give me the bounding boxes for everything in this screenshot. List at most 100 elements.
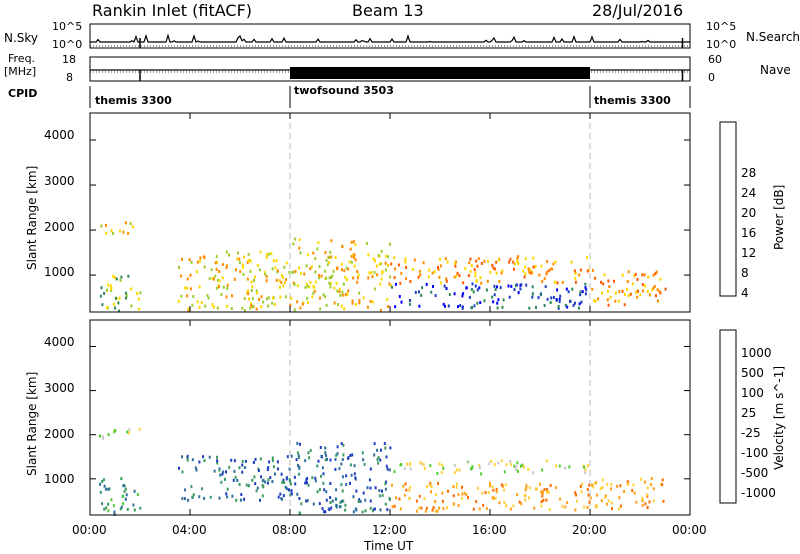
- power-data-cell: [325, 259, 328, 262]
- velocity-data-cell: [126, 430, 129, 434]
- power-data-cell: [204, 304, 207, 308]
- power-data-cell: [528, 270, 531, 274]
- power-data-cell: [292, 270, 295, 274]
- power-data-cell: [270, 251, 273, 255]
- velocity-data-cell: [362, 458, 365, 462]
- velocity-data-cell: [409, 486, 412, 489]
- velocity-data-cell: [198, 460, 201, 464]
- power-data-cell: [380, 277, 383, 281]
- power-data-cell: [525, 283, 528, 287]
- velocity-data-cell: [418, 506, 421, 510]
- power-data-cell: [453, 292, 456, 296]
- power-data-cell: [186, 294, 189, 298]
- power-data-cell: [485, 288, 488, 292]
- power-data-cell: [613, 279, 615, 283]
- velocity-data-cell: [202, 455, 204, 459]
- power-data-cell: [346, 292, 349, 296]
- power-data-cell: [127, 231, 130, 235]
- power-data-cell: [580, 300, 583, 304]
- velocity-data-cell: [509, 459, 512, 463]
- power-data-cell: [394, 305, 397, 309]
- velocity-data-cell: [253, 475, 256, 479]
- power-data-cell: [574, 301, 576, 305]
- velocity-data-cell: [405, 488, 408, 492]
- power-data-cell: [643, 273, 646, 277]
- power-data-cell: [543, 277, 546, 281]
- power-data-cell: [531, 285, 534, 289]
- power-data-cell: [531, 295, 534, 299]
- power-data-cell: [284, 295, 287, 299]
- power-data-cell: [516, 260, 519, 263]
- power-data-cell: [265, 279, 268, 283]
- power-data-cell: [356, 280, 359, 284]
- power-data-cell: [492, 266, 495, 270]
- velocity-data-cell: [244, 459, 247, 463]
- velocity-data-cell: [290, 489, 293, 493]
- power-data-cell: [379, 282, 382, 286]
- velocity-data-cell: [409, 467, 412, 471]
- velocity-data-cell: [607, 499, 610, 503]
- power-data-cell: [233, 277, 236, 281]
- power-data-cell: [574, 280, 577, 284]
- power-data-cell: [216, 260, 219, 264]
- velocity-data-cell: [124, 497, 127, 501]
- power-data-cell: [305, 282, 308, 286]
- velocity-data-cell: [341, 489, 344, 493]
- power-data-cell: [343, 269, 346, 273]
- power-data-cell: [489, 270, 492, 274]
- velocity-data-cell: [539, 482, 541, 486]
- power-data-cell: [307, 301, 310, 305]
- power-data-cell: [215, 254, 218, 258]
- velocity-data-cell: [340, 462, 343, 466]
- velocity-data-cell: [650, 483, 653, 487]
- power-data-cell: [138, 307, 141, 311]
- velocity-data-cell: [588, 500, 591, 504]
- power-data-cell: [552, 296, 555, 299]
- power-data-cell: [249, 306, 252, 310]
- velocity-data-cell: [512, 504, 515, 508]
- power-data-cell: [557, 306, 560, 310]
- power-data-cell: [422, 261, 425, 265]
- velocity-data-cell: [504, 483, 507, 487]
- power-data-cell: [389, 275, 392, 279]
- velocity-data-cell: [251, 478, 254, 482]
- velocity-data-cell: [489, 484, 492, 488]
- power-data-cell: [567, 290, 570, 294]
- power-data-cell: [190, 260, 193, 264]
- velocity-data-cell: [495, 487, 498, 491]
- power-data-cell: [540, 264, 543, 268]
- velocity-data-cell: [336, 445, 339, 449]
- power-data-cell: [332, 269, 335, 273]
- power-data-cell: [469, 257, 472, 261]
- power-data-cell: [222, 285, 225, 289]
- power-data-cell: [601, 291, 604, 295]
- power-data-cell: [387, 305, 390, 309]
- power-data-cell: [421, 286, 424, 290]
- velocity-data-cell: [198, 495, 201, 499]
- power-data-cell: [208, 276, 211, 280]
- power-data-cell: [532, 265, 535, 269]
- velocity-data-cell: [523, 465, 525, 469]
- power-data-cell: [636, 295, 639, 299]
- power-data-cell: [438, 275, 441, 279]
- power-data-cell: [444, 257, 447, 261]
- velocity-data-cell: [268, 460, 271, 464]
- velocity-data-cell: [619, 504, 622, 508]
- velocity-data-cell: [395, 496, 398, 500]
- power-data-cell: [348, 260, 351, 264]
- velocity-data-cell: [580, 490, 583, 494]
- velocity-data-cell: [540, 504, 543, 508]
- power-data-cell: [119, 229, 121, 233]
- velocity-data-cell: [186, 458, 189, 462]
- power-data-cell: [434, 294, 437, 298]
- velocity-data-cell: [125, 493, 128, 497]
- velocity-data-cell: [326, 457, 328, 461]
- velocity-data-cell: [349, 481, 351, 485]
- velocity-data-cell: [359, 500, 362, 503]
- velocity-data-cell: [652, 487, 655, 491]
- power-data-cell: [545, 272, 548, 276]
- velocity-data-cell: [547, 491, 550, 494]
- velocity-data-cell: [274, 472, 276, 476]
- power-data-cell: [230, 307, 233, 311]
- velocity-data-cell: [583, 465, 586, 469]
